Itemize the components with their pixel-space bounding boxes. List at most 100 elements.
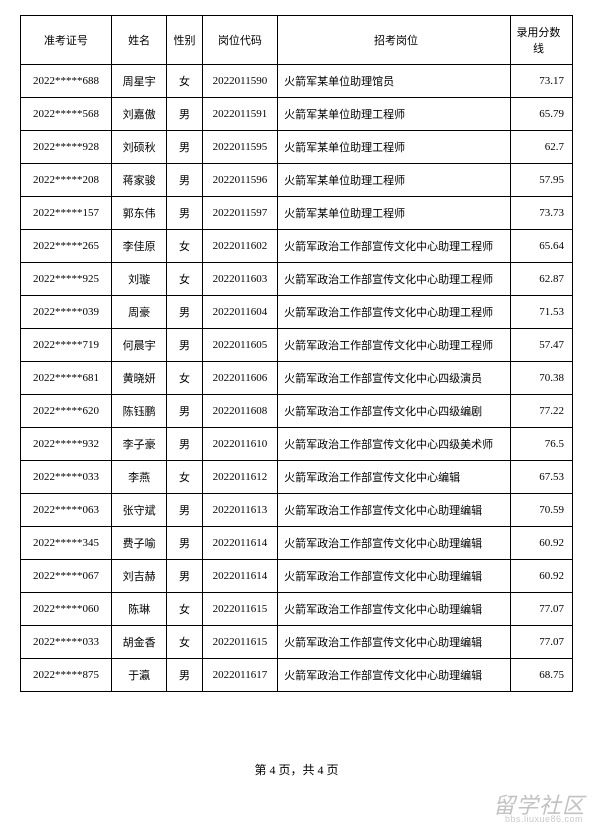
cell-position: 火箭军某单位助理工程师	[278, 98, 511, 131]
cell-id: 2022*****033	[21, 461, 112, 494]
cell-gender: 男	[167, 395, 202, 428]
cell-score: 77.22	[510, 395, 572, 428]
cell-id: 2022*****345	[21, 527, 112, 560]
cell-position: 火箭军政治工作部宣传文化中心助理编辑	[278, 494, 511, 527]
cell-position: 火箭军政治工作部宣传文化中心助理编辑	[278, 593, 511, 626]
cell-position: 火箭军政治工作部宣传文化中心助理编辑	[278, 560, 511, 593]
cell-name: 陈钰鹏	[111, 395, 166, 428]
cell-position: 火箭军政治工作部宣传文化中心助理工程师	[278, 230, 511, 263]
header-score: 录用分数线	[510, 16, 572, 65]
cell-code: 2022011591	[202, 98, 277, 131]
cell-gender: 男	[167, 197, 202, 230]
header-id: 准考证号	[21, 16, 112, 65]
cell-id: 2022*****928	[21, 131, 112, 164]
cell-name: 陈琳	[111, 593, 166, 626]
table-row: 2022*****925刘璇女2022011603火箭军政治工作部宣传文化中心助…	[21, 263, 573, 296]
cell-position: 火箭军政治工作部宣传文化中心助理编辑	[278, 527, 511, 560]
cell-name: 费子喻	[111, 527, 166, 560]
cell-position: 火箭军政治工作部宣传文化中心助理编辑	[278, 659, 511, 692]
cell-position: 火箭军政治工作部宣传文化中心四级演员	[278, 362, 511, 395]
cell-code: 2022011605	[202, 329, 277, 362]
cell-code: 2022011596	[202, 164, 277, 197]
cell-position: 火箭军政治工作部宣传文化中心助理工程师	[278, 263, 511, 296]
cell-id: 2022*****681	[21, 362, 112, 395]
cell-id: 2022*****568	[21, 98, 112, 131]
cell-id: 2022*****932	[21, 428, 112, 461]
cell-name: 李燕	[111, 461, 166, 494]
cell-code: 2022011615	[202, 593, 277, 626]
data-table: 准考证号 姓名 性别 岗位代码 招考岗位 录用分数线 2022*****688周…	[20, 15, 573, 692]
cell-name: 何晨宇	[111, 329, 166, 362]
cell-gender: 女	[167, 263, 202, 296]
cell-score: 73.17	[510, 65, 572, 98]
table-row: 2022*****039周豪男2022011604火箭军政治工作部宣传文化中心助…	[21, 296, 573, 329]
cell-name: 刘璇	[111, 263, 166, 296]
cell-id: 2022*****060	[21, 593, 112, 626]
cell-gender: 男	[167, 659, 202, 692]
cell-gender: 女	[167, 626, 202, 659]
cell-position: 火箭军政治工作部宣传文化中心四级编剧	[278, 395, 511, 428]
table-row: 2022*****932李子豪男2022011610火箭军政治工作部宣传文化中心…	[21, 428, 573, 461]
content-wrapper: 准考证号 姓名 性别 岗位代码 招考岗位 录用分数线 2022*****688周…	[0, 0, 593, 707]
cell-id: 2022*****719	[21, 329, 112, 362]
cell-name: 黄晓妍	[111, 362, 166, 395]
table-row: 2022*****719何晨宇男2022011605火箭军政治工作部宣传文化中心…	[21, 329, 573, 362]
table-row: 2022*****620陈钰鹏男2022011608火箭军政治工作部宣传文化中心…	[21, 395, 573, 428]
watermark-sub: bbs.liuxue86.com	[505, 814, 583, 824]
cell-gender: 男	[167, 560, 202, 593]
cell-name: 张守斌	[111, 494, 166, 527]
table-row: 2022*****265李佳原女2022011602火箭军政治工作部宣传文化中心…	[21, 230, 573, 263]
table-row: 2022*****568刘嘉傲男2022011591火箭军某单位助理工程师65.…	[21, 98, 573, 131]
header-gender: 性别	[167, 16, 202, 65]
cell-code: 2022011617	[202, 659, 277, 692]
cell-position: 火箭军某单位助理工程师	[278, 197, 511, 230]
cell-code: 2022011613	[202, 494, 277, 527]
cell-id: 2022*****875	[21, 659, 112, 692]
cell-name: 李佳原	[111, 230, 166, 263]
cell-code: 2022011602	[202, 230, 277, 263]
cell-name: 蒋家骏	[111, 164, 166, 197]
cell-score: 62.7	[510, 131, 572, 164]
cell-gender: 女	[167, 593, 202, 626]
header-name: 姓名	[111, 16, 166, 65]
cell-score: 73.73	[510, 197, 572, 230]
cell-position: 火箭军某单位助理工程师	[278, 131, 511, 164]
cell-score: 60.92	[510, 527, 572, 560]
cell-score: 70.38	[510, 362, 572, 395]
cell-score: 57.47	[510, 329, 572, 362]
table-row: 2022*****067刘吉赫男2022011614火箭军政治工作部宣传文化中心…	[21, 560, 573, 593]
cell-id: 2022*****925	[21, 263, 112, 296]
cell-id: 2022*****067	[21, 560, 112, 593]
cell-id: 2022*****208	[21, 164, 112, 197]
table-row: 2022*****208蒋家骏男2022011596火箭军某单位助理工程师57.…	[21, 164, 573, 197]
cell-id: 2022*****157	[21, 197, 112, 230]
table-row: 2022*****063张守斌男2022011613火箭军政治工作部宣传文化中心…	[21, 494, 573, 527]
cell-gender: 男	[167, 329, 202, 362]
cell-position: 火箭军政治工作部宣传文化中心助理编辑	[278, 626, 511, 659]
cell-gender: 男	[167, 527, 202, 560]
cell-gender: 女	[167, 230, 202, 263]
cell-position: 火箭军政治工作部宣传文化中心助理工程师	[278, 329, 511, 362]
header-code: 岗位代码	[202, 16, 277, 65]
cell-score: 70.59	[510, 494, 572, 527]
cell-position: 火箭军政治工作部宣传文化中心编辑	[278, 461, 511, 494]
cell-id: 2022*****265	[21, 230, 112, 263]
cell-code: 2022011615	[202, 626, 277, 659]
cell-score: 62.87	[510, 263, 572, 296]
cell-score: 65.64	[510, 230, 572, 263]
cell-code: 2022011606	[202, 362, 277, 395]
cell-id: 2022*****033	[21, 626, 112, 659]
table-row: 2022*****033李燕女2022011612火箭军政治工作部宣传文化中心编…	[21, 461, 573, 494]
page-footer: 第 4 页，共 4 页	[0, 761, 593, 778]
cell-name: 胡金香	[111, 626, 166, 659]
cell-code: 2022011610	[202, 428, 277, 461]
cell-name: 于瀛	[111, 659, 166, 692]
cell-code: 2022011604	[202, 296, 277, 329]
cell-name: 刘硕秋	[111, 131, 166, 164]
cell-score: 57.95	[510, 164, 572, 197]
cell-gender: 女	[167, 461, 202, 494]
cell-code: 2022011597	[202, 197, 277, 230]
table-row: 2022*****681黄晓妍女2022011606火箭军政治工作部宣传文化中心…	[21, 362, 573, 395]
cell-code: 2022011614	[202, 527, 277, 560]
cell-name: 周豪	[111, 296, 166, 329]
